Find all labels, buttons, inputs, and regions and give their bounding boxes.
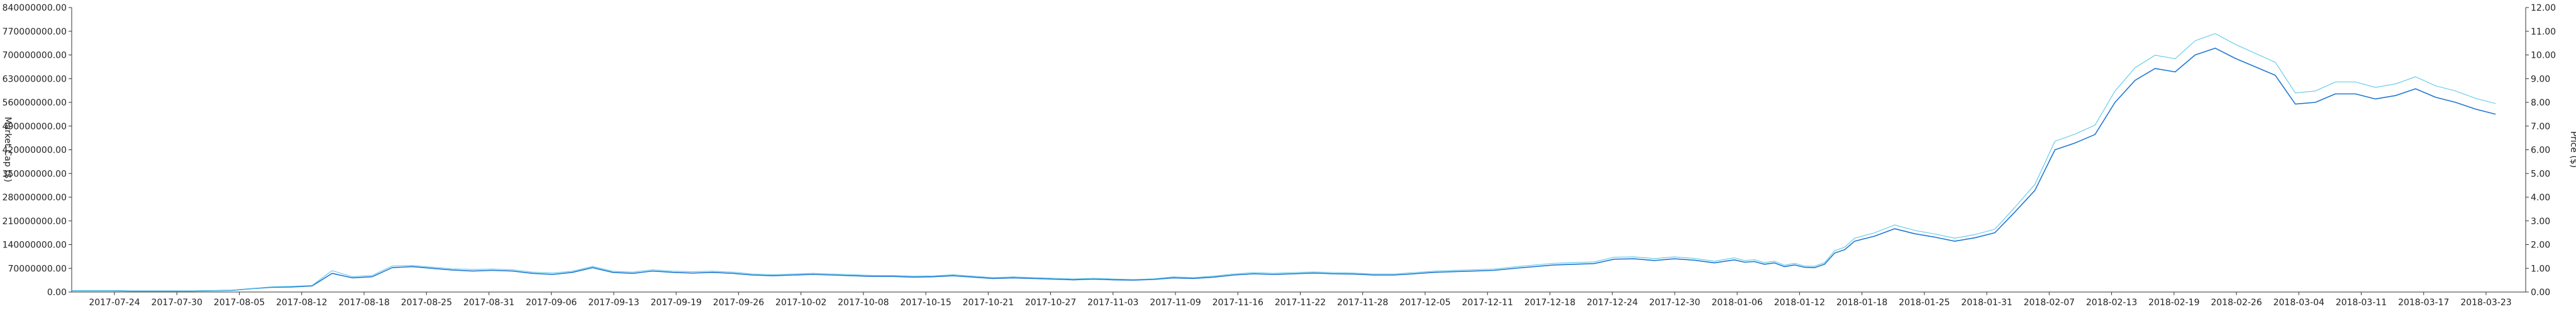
- left-y-tick-label: 560000000.00: [3, 98, 67, 108]
- left-y-tick-label: 770000000.00: [3, 27, 67, 37]
- right-y-ticks: 0.00 1.00 2.00 3.00 4.00 5.00 6.00 7.00 8.00 9.00…: [2526, 3, 2556, 298]
- right-y-tick-label: 7.00: [2531, 122, 2550, 132]
- x-tick-label: 2018-02-07: [2024, 298, 2075, 308]
- x-tick-label: 2017-07-24: [89, 298, 140, 308]
- left-y-tick-label: 840000000.00: [3, 3, 67, 13]
- right-y-tick-label: 0.00: [2531, 288, 2550, 298]
- x-tick-label: 2017-08-31: [464, 298, 514, 308]
- x-tick-label: 2018-02-19: [2148, 298, 2199, 308]
- right-y-tick-label: 6.00: [2531, 146, 2550, 156]
- market-cap-series-line: [72, 47, 2496, 292]
- x-tick-label: 2017-09-06: [526, 298, 577, 308]
- left-y-tick-label: 700000000.00: [3, 51, 67, 61]
- right-y-tick-label: 8.00: [2531, 98, 2550, 108]
- x-tick-label: 2018-02-13: [2086, 298, 2137, 308]
- x-tick-label: 2018-03-11: [2336, 298, 2387, 308]
- right-y-tick-label: 2.00: [2531, 241, 2550, 251]
- x-tick-label: 2017-09-26: [713, 298, 764, 308]
- left-y-ticks: 0.00 70000000.00 140000000.00 210000000.00 2…: [3, 3, 72, 298]
- x-tick-label: 2017-10-08: [838, 298, 889, 308]
- x-tick-label: 2018-02-26: [2211, 298, 2262, 308]
- right-y-tick-label: 11.00: [2531, 27, 2556, 37]
- x-tick-label: 2018-03-04: [2273, 298, 2324, 308]
- x-tick-label: 2017-08-18: [338, 298, 389, 308]
- right-y-tick-label: 10.00: [2531, 51, 2556, 61]
- x-tick-label: 2017-12-05: [1399, 298, 1450, 308]
- x-tick-label: 2017-08-12: [276, 298, 327, 308]
- x-tick-label: 2017-08-25: [401, 298, 452, 308]
- x-tick-label: 2017-08-05: [214, 298, 265, 308]
- x-tick-label: 2017-11-28: [1337, 298, 1388, 308]
- right-y-tick-label: 1.00: [2531, 264, 2550, 274]
- left-y-tick-label: 630000000.00: [3, 74, 67, 84]
- x-tick-label: 2017-10-15: [900, 298, 951, 308]
- right-y-tick-label: 9.00: [2531, 74, 2550, 84]
- right-y-tick-label: 5.00: [2531, 169, 2550, 179]
- x-tick-label: 2017-11-09: [1150, 298, 1201, 308]
- x-ticks: 2017-07-24 2017-07-30 2017-08-05 2017-08-12…: [89, 292, 2512, 308]
- x-tick-label: 2018-03-23: [2460, 298, 2511, 308]
- x-tick-label: 2018-01-12: [1774, 298, 1825, 308]
- left-y-tick-label: 0.00: [47, 288, 67, 298]
- x-tick-label: 2017-09-19: [650, 298, 701, 308]
- left-y-tick-label: 70000000.00: [8, 264, 67, 274]
- right-y-tick-label: 4.00: [2531, 193, 2550, 203]
- axes-layer: [71, 8, 2526, 293]
- x-tick-label: 2017-10-21: [963, 298, 1014, 308]
- x-tick-label: 2017-12-24: [1587, 298, 1638, 308]
- left-y-tick-label: 280000000.00: [3, 193, 67, 203]
- left-y-tick-label: 140000000.00: [3, 241, 67, 251]
- left-y-tick-label: 420000000.00: [3, 146, 67, 156]
- x-tick-label: 2017-10-27: [1025, 298, 1076, 308]
- right-y-tick-label: 3.00: [2531, 217, 2550, 227]
- x-tick-label: 2018-01-31: [1961, 298, 2012, 308]
- x-tick-label: 2017-10-02: [775, 298, 826, 308]
- left-y-tick-label: 350000000.00: [3, 169, 67, 179]
- x-tick-label: 2018-01-06: [1711, 298, 1762, 308]
- right-y-axis-label: Price ($): [2568, 131, 2576, 168]
- x-tick-label: 2018-01-25: [1899, 298, 1950, 308]
- x-tick-label: 2017-11-22: [1275, 298, 1326, 308]
- x-tick-label: 2018-01-18: [1836, 298, 1887, 308]
- x-tick-label: 2017-12-18: [1524, 298, 1575, 308]
- series-layer: [72, 33, 2496, 292]
- x-tick-label: 2017-12-30: [1649, 298, 1700, 308]
- x-tick-label: 2017-09-13: [588, 298, 639, 308]
- x-tick-label: 2017-07-30: [152, 298, 203, 308]
- x-tick-label: 2017-11-16: [1213, 298, 1263, 308]
- right-y-tick-label: 12.00: [2531, 3, 2556, 13]
- price-series-line: [72, 33, 2496, 291]
- left-y-axis-label: Market Cap ($): [3, 117, 13, 182]
- x-tick-label: 2018-03-17: [2398, 298, 2449, 308]
- x-tick-label: 2017-11-03: [1087, 298, 1138, 308]
- x-tick-label: 2017-12-11: [1462, 298, 1513, 308]
- left-y-tick-label: 210000000.00: [3, 217, 67, 227]
- left-y-tick-label: 490000000.00: [3, 122, 67, 132]
